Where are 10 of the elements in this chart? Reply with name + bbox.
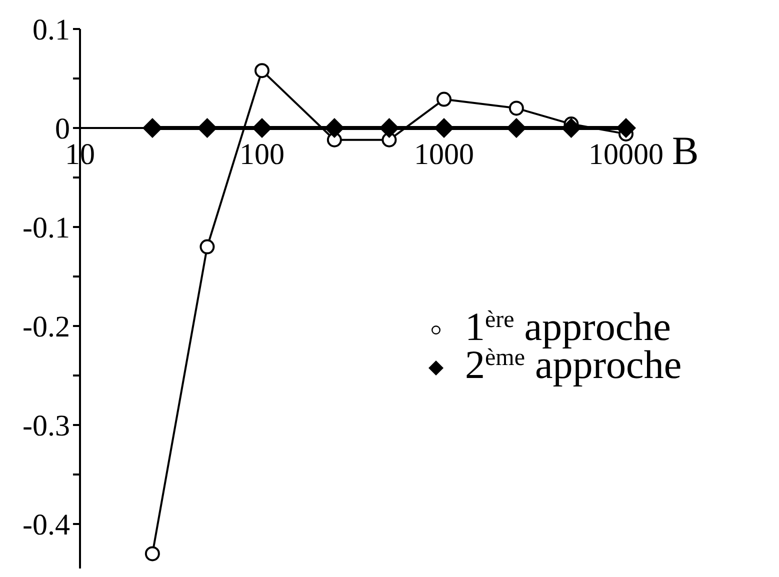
x-tick-label: 100 [240, 138, 284, 171]
x-axis-title: B [672, 128, 699, 173]
y-tick-label: -0.4 [22, 508, 70, 542]
y-tick-label: 0.1 [32, 14, 70, 46]
y-tick-label: -0.1 [22, 212, 70, 244]
x-tick-label: 10000 [588, 138, 664, 171]
y-tick-label: -0.2 [22, 310, 70, 344]
x-tick-label: 1000 [414, 138, 474, 171]
y-tick-label: 0 [55, 112, 70, 146]
y-tick-label: -0.3 [22, 410, 70, 442]
